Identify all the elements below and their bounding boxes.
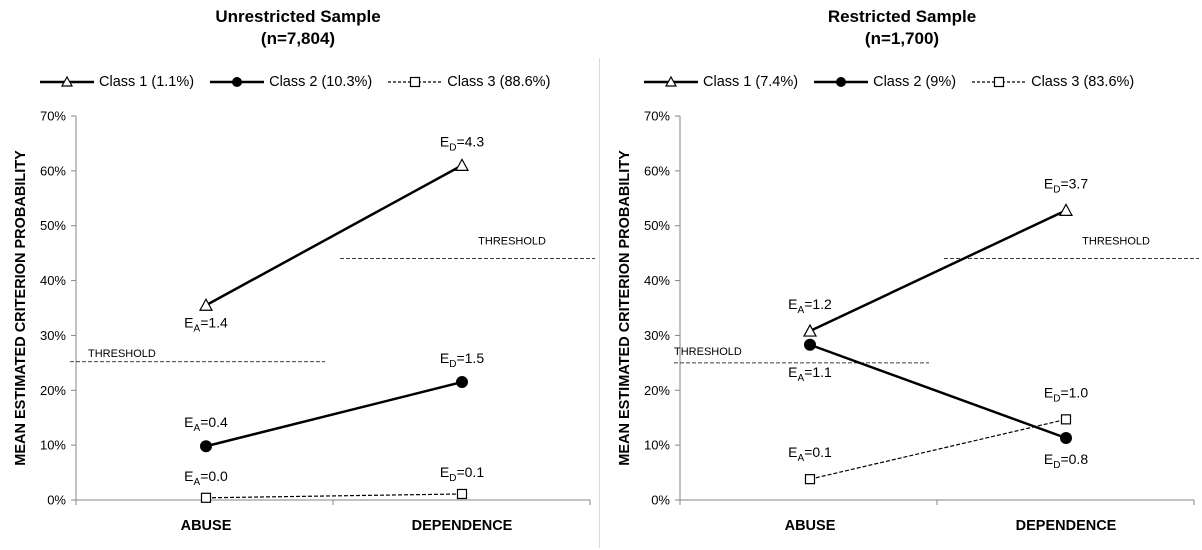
chart-title-text: Restricted Sample [827,7,977,26]
data-point-class-2 [804,338,816,351]
legend-item-class-3: Class 3 (88.6%) [386,74,550,90]
y-tick-label: 60% [40,163,66,178]
data-label: ED=4.3 [440,133,484,153]
legend-item-class-2: Class 2 (9%) [812,74,956,90]
data-point-class-2 [456,376,468,389]
y-tick-label: 0% [651,493,670,508]
series-line-class-2 [809,343,1067,440]
data-point-class-1 [802,323,818,337]
data-label: ED=1.5 [440,350,484,370]
chart-panel-restricted: Restricted Sample (n=1,700) Class 1 (7.4… [604,0,1200,550]
threshold-label: THRESHOLD [674,346,742,358]
x-tick-label: DEPENDENCE [1016,518,1117,534]
legend-label: Class 2 (10.3%) [269,74,373,90]
series-line-class-3 [205,493,463,499]
chart-title-text: Unrestricted Sample [215,7,381,26]
data-label: EA=0.4 [184,414,228,434]
legend-square-marker-icon [388,76,443,88]
threshold-label: THRESHOLD [88,348,156,360]
data-point-class-1 [1058,203,1074,216]
y-tick-label: 70% [40,109,66,124]
chart-panel-unrestricted: Unrestricted Sample (n=7,804) Class 1 (1… [0,0,596,550]
y-axis-title: MEAN ESTIMATED CRITERION PROBABILITY [13,150,29,466]
data-label: EA=1.2 [788,296,832,316]
legend-triangle-marker-icon [40,75,94,87]
x-tick-label: ABUSE [785,518,836,534]
y-tick-label: 50% [40,218,66,233]
chart-legend: Class 1 (7.4%) Class 2 (9%) Class 3 (83.… [642,74,1148,90]
data-point-class-1 [198,298,214,311]
plot-area: 0% 10% 20% 30% 40% 50% 60% 70% ABUSE DEPENDENCE ME… [617,109,1199,534]
data-point-class-2 [1060,432,1072,445]
y-axis-title: MEAN ESTIMATED CRITERION PROBABILITY [617,150,633,466]
plot-area: 0% 10% 20% 30% 40% 50% 60% 70% ABUSE DEPENDENCE ME… [13,109,595,534]
x-tick-label: DEPENDENCE [412,518,513,534]
y-tick-label: 40% [40,273,66,288]
legend-label: Class 1 (1.1%) [99,74,195,90]
legend-label: Class 1 (7.4%) [703,74,799,90]
y-tick-label: 0% [47,493,66,508]
legend-triangle-marker-icon [644,75,698,87]
chart-legend: Class 1 (1.1%) Class 2 (10.3%) Class 3 (… [38,74,564,90]
chart-title: Unrestricted Sample (n=7,804) [0,6,596,50]
data-point-class-3 [1060,414,1072,425]
series-line-class-2 [205,380,463,448]
chart-subtitle-text: (n=1,700) [864,29,940,48]
y-tick-label: 40% [644,273,670,288]
legend-circle-marker-icon [210,77,265,87]
legend-item-class-2: Class 2 (10.3%) [208,74,372,90]
chart-subtitle-text: (n=7,804) [260,29,336,48]
legend-label: Class 3 (83.6%) [1031,74,1135,90]
data-point-class-3 [200,492,212,503]
data-label: ED=3.7 [1044,175,1088,195]
y-tick-label: 70% [644,109,670,124]
chart-title: Restricted Sample (n=1,700) [604,6,1200,50]
legend-item-class-3: Class 3 (83.6%) [970,74,1134,90]
y-tick-label: 30% [644,328,670,343]
legend-circle-marker-icon [814,77,869,87]
data-label: EA=1.1 [788,364,832,384]
data-point-class-3 [456,488,468,500]
y-tick-label: 20% [40,383,66,398]
data-point-class-3 [804,474,816,485]
legend-label: Class 3 (88.6%) [447,74,551,90]
legend-square-marker-icon [972,76,1027,88]
x-tick-label: ABUSE [181,518,232,534]
y-tick-label: 10% [644,438,670,453]
y-tick-label: 30% [40,328,66,343]
series-line-class-3 [809,418,1067,480]
legend-item-class-1: Class 1 (1.1%) [38,74,194,90]
panel-divider [599,58,600,548]
legend-label: Class 2 (9%) [873,74,957,90]
data-point-class-1 [454,158,470,171]
threshold-label: THRESHOLD [478,236,546,248]
y-tick-label: 10% [40,438,66,453]
data-label: ED=0.8 [1044,451,1088,471]
data-label: EA=0.0 [184,468,228,488]
y-tick-label: 20% [644,383,670,398]
series-line-class-1 [205,164,463,307]
data-label: EA=0.1 [788,444,832,464]
data-label: ED=0.1 [440,464,484,484]
series-line-class-1 [809,209,1067,333]
y-tick-label: 50% [644,218,670,233]
threshold-label: THRESHOLD [1082,236,1150,248]
y-tick-label: 60% [644,163,670,178]
data-point-class-2 [200,440,212,453]
data-label: ED=1.0 [1044,384,1088,404]
legend-item-class-1: Class 1 (7.4%) [642,74,798,90]
data-label: EA=1.4 [184,314,228,334]
